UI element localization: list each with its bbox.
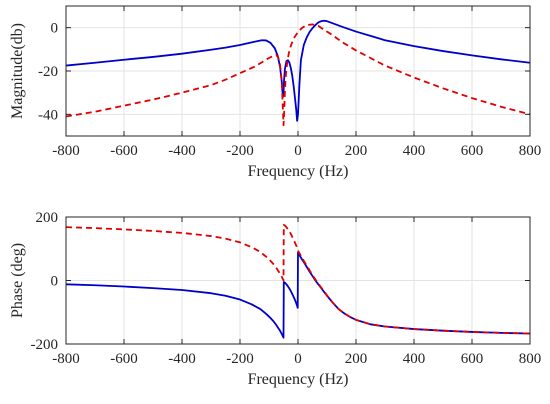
phase-y-tick-label: 0 <box>51 274 59 290</box>
magnitude-y-tick-label: -40 <box>38 107 58 123</box>
magnitude-ticks: -800 -600 -400 -200 0 200 400 600 800 0 -20 -40 <box>38 6 541 159</box>
phase-x-tick-label: -400 <box>168 351 196 367</box>
magnitude-x-tick-label: 400 <box>403 143 426 159</box>
phase-x-tick-label: -200 <box>226 351 254 367</box>
phase-panel: -800 -600 -400 -200 0 200 400 600 800 200 0 -200 Fr… <box>9 210 541 388</box>
magnitude-series-dashed-line <box>65 23 531 127</box>
phase-x-tick-label: 800 <box>519 351 542 367</box>
phase-x-tick-label: 400 <box>403 351 426 367</box>
phase-x-tick-label: -800 <box>52 351 80 367</box>
phase-series <box>65 224 531 339</box>
magnitude-series-solid-line <box>65 19 531 122</box>
phase-x-tick-label: 0 <box>294 351 302 367</box>
magnitude-x-axis-label: Frequency (Hz) <box>248 163 349 180</box>
phase-y-tick-label: -200 <box>31 337 59 353</box>
magnitude-x-tick-label: 200 <box>345 143 368 159</box>
magnitude-x-tick-label: 800 <box>519 143 542 159</box>
phase-x-tick-label: 600 <box>461 351 484 367</box>
magnitude-y-axis-label: Magnitude(db) <box>9 23 26 119</box>
phase-x-tick-label: -600 <box>110 351 138 367</box>
magnitude-x-tick-label: -600 <box>110 143 138 159</box>
magnitude-x-tick-label: 0 <box>294 143 302 159</box>
phase-y-tick-label: 200 <box>36 210 59 226</box>
magnitude-y-tick-label: 0 <box>51 21 59 37</box>
phase-y-axis-label: Phase (deg) <box>9 243 26 318</box>
magnitude-x-tick-label: 600 <box>461 143 484 159</box>
magnitude-series <box>65 19 531 127</box>
phase-x-tick-label: 200 <box>345 351 368 367</box>
phase-series-dashed-line <box>65 224 531 335</box>
phase-x-axis-label: Frequency (Hz) <box>248 371 349 388</box>
magnitude-x-tick-label: -800 <box>52 143 80 159</box>
magnitude-x-tick-label: -400 <box>168 143 196 159</box>
magnitude-y-tick-label: -20 <box>38 64 58 80</box>
phase-series-solid-line <box>65 251 531 339</box>
magnitude-x-tick-label: -200 <box>226 143 254 159</box>
magnitude-panel: -800 -600 -400 -200 0 200 400 600 800 0 -20 -40 Fre… <box>9 5 541 180</box>
phase-ticks: -800 -600 -400 -200 0 200 400 600 800 200 0 -200 <box>31 210 542 367</box>
